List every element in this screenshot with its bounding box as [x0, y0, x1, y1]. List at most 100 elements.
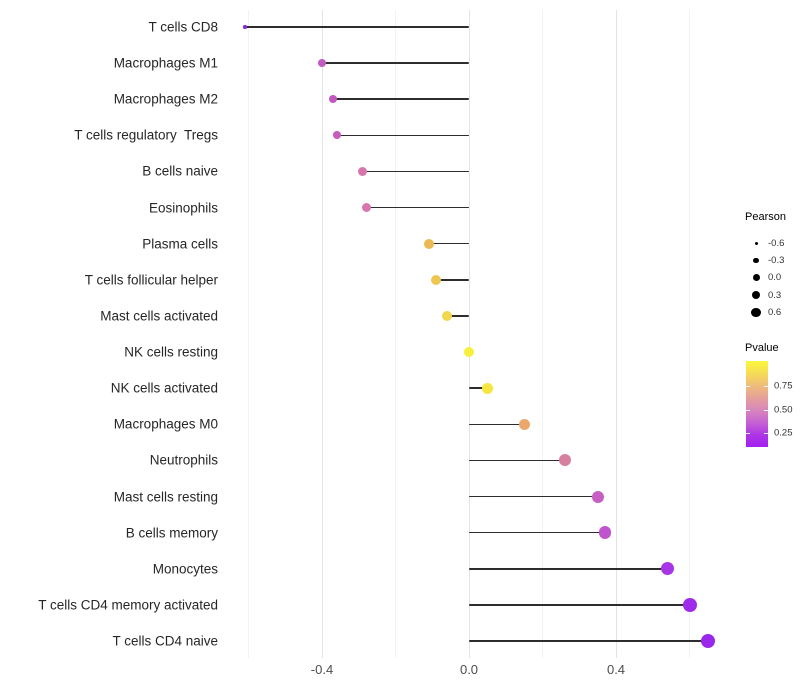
legend-key: [745, 274, 767, 282]
pvalue-tick-mark: [764, 386, 768, 387]
legend-size-label: -0.3: [768, 254, 785, 266]
data-point: [423, 238, 434, 249]
pvalue-tick-label: 0.50: [774, 404, 793, 415]
data-point: [558, 454, 571, 467]
data-point: [481, 382, 493, 394]
lollipop-stem: [428, 242, 469, 245]
legend-key: [745, 241, 767, 245]
pvalue-tick-mark: [746, 386, 750, 387]
lollipop-stem: [469, 531, 605, 534]
x-axis-tick-label: 0.0: [459, 662, 479, 677]
lollipop-stem: [469, 604, 690, 606]
legend-size-dot: [754, 241, 758, 245]
data-point: [361, 203, 371, 213]
data-point: [357, 166, 367, 176]
pvalue-tick-mark: [746, 433, 750, 434]
lollipop-stem: [469, 459, 565, 462]
pvalue-tick-label: 0.75: [774, 380, 793, 392]
pvalue-colorbar: [746, 361, 768, 447]
legend-key: [745, 257, 767, 264]
y-axis-label: Macrophages M2: [113, 91, 218, 107]
x-axis-tick-label: 0.4: [606, 662, 626, 677]
gridline-minor: [395, 10, 396, 658]
y-axis-label: B cells memory: [125, 524, 218, 540]
data-point: [318, 59, 326, 68]
gridline-minor: [248, 10, 249, 658]
lollipop-stem: [244, 26, 469, 28]
data-point: [700, 633, 716, 649]
lollipop-stem: [366, 206, 469, 209]
legend-pearson: Pearson -0.6 -0.3 0.0 0.3 0.6: [745, 211, 800, 319]
gridline-minor: [689, 10, 690, 658]
data-point: [518, 418, 530, 430]
y-axis-label: T cells CD8: [148, 19, 218, 35]
pvalue-tick-label: 0.25: [774, 427, 793, 439]
y-axis-label: Eosinophils: [148, 199, 218, 215]
y-axis-label: Plasma cells: [142, 235, 218, 251]
legend-size-label: 0.0: [768, 272, 782, 284]
y-axis-label: Mast cells activated: [100, 308, 218, 324]
legend-pearson-entry: 0.6: [745, 304, 781, 322]
lollipop-stem: [446, 315, 469, 317]
legend-pearson-entry: -0.6: [745, 234, 784, 252]
y-axis-label: NK cells resting: [124, 344, 218, 360]
legend-pearson-entry: -0.3: [745, 251, 784, 269]
legend-size-label: 0.6: [768, 307, 782, 319]
legend-key: [745, 290, 767, 300]
legend-size-dot: [752, 274, 760, 282]
lollipop-stem: [469, 495, 598, 498]
y-axis-label: Mast cells resting: [113, 488, 218, 504]
data-point: [332, 131, 341, 140]
legend-size-dot: [751, 290, 761, 300]
pvalue-tick-mark: [764, 409, 768, 411]
y-axis-label: T cells CD4 memory activated: [38, 597, 218, 613]
legend-size-dot: [753, 257, 759, 264]
data-point: [243, 25, 247, 29]
y-axis-label: Neutrophils: [149, 452, 218, 468]
data-point: [682, 597, 697, 612]
data-point: [329, 95, 338, 104]
lollipop-stem: [333, 98, 469, 100]
legend-pearson-title: Pearson: [745, 211, 786, 223]
y-axis-label: Macrophages M1: [113, 55, 218, 71]
legend-size-dot: [751, 307, 761, 318]
gridline-major: [321, 10, 323, 658]
y-axis-label: NK cells activated: [110, 380, 218, 396]
legend-pearson-entry: 0.3: [745, 286, 781, 304]
lollipop-stem: [469, 640, 708, 642]
data-point: [591, 490, 604, 503]
pvalue-colorbar-wrap: 0.75 0.50 0.25: [745, 361, 800, 451]
lollipop-stem: [322, 62, 469, 64]
lollipop-stem: [336, 134, 469, 137]
y-axis-label: T cells follicular helper: [84, 272, 218, 288]
pvalue-tick-mark: [764, 433, 768, 434]
gridline-major: [468, 10, 470, 658]
y-axis-label: Monocytes: [152, 561, 218, 577]
x-axis-tick-label: -0.4: [310, 662, 334, 677]
legend-size-label: 0.3: [768, 289, 782, 301]
gridline-major: [615, 10, 617, 658]
y-axis-label: B cells naive: [142, 163, 218, 179]
pvalue-tick-mark: [746, 409, 750, 411]
y-axis-label: T cells regulatory Tregs: [74, 127, 218, 143]
data-point: [598, 526, 612, 539]
data-point: [463, 346, 475, 358]
lollipop-stem: [469, 568, 668, 570]
lollipop-stem: [362, 170, 469, 173]
data-point: [430, 274, 441, 285]
data-point: [660, 562, 674, 576]
lollipop-stem: [469, 387, 488, 389]
y-axis-label: T cells CD4 naive: [112, 633, 218, 649]
legend-size-label: -0.6: [768, 237, 785, 249]
legend-pvalue-title: Pvalue: [745, 342, 779, 354]
legend-pvalue: Pvalue 0.75 0.50 0.25: [745, 343, 800, 451]
legend-key: [745, 307, 767, 318]
legend-pearson-entry: 0.0: [745, 269, 781, 287]
gridline-minor: [542, 10, 543, 658]
lollipop-stem: [435, 279, 469, 281]
lollipop-stem: [469, 423, 525, 426]
y-axis-label: Macrophages M0: [113, 416, 218, 432]
data-point: [441, 310, 452, 321]
